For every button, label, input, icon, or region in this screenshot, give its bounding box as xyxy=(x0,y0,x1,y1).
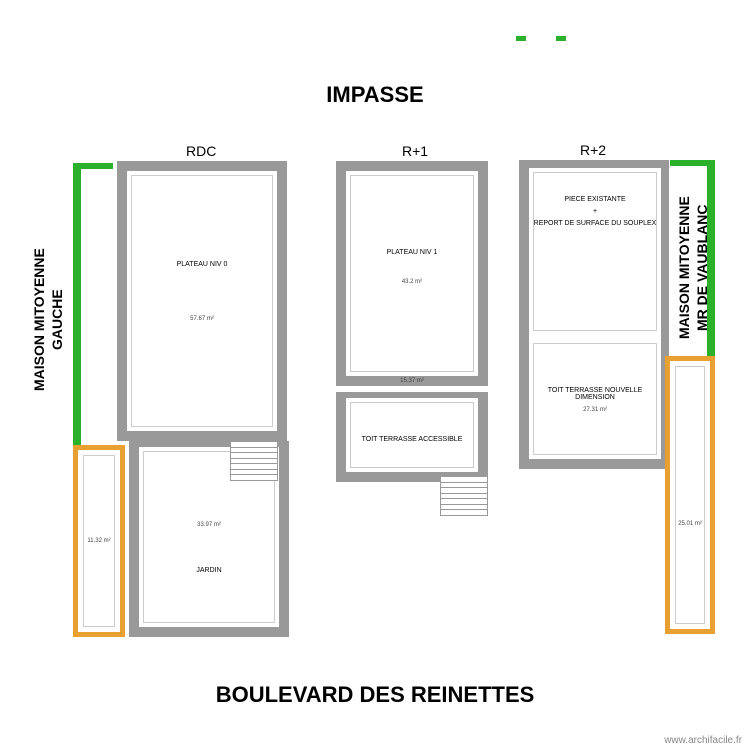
bar-green-right xyxy=(707,160,715,360)
label: TOIT TERRASSE NOUVELLE DIMENSION xyxy=(529,387,661,401)
side-right-text: MAISON MITOYENNE MR DE VAUBLANC xyxy=(676,197,710,340)
area: 25.01 m² xyxy=(670,521,710,527)
l3: REPORT DE SURFACE DU SOUPLEX xyxy=(529,220,661,227)
l2: + xyxy=(529,208,661,215)
l1: PIECE EXISTANTE xyxy=(529,196,661,203)
label: PLATEAU NIV 0 xyxy=(127,261,277,268)
col-rdc: RDC xyxy=(186,143,216,159)
accent-dot xyxy=(556,36,566,41)
plateau1-dim: 15.37 m² xyxy=(336,378,488,384)
bar-green-left xyxy=(73,163,81,447)
room-toit-nouv: TOIT TERRASSE NOUVELLE DIMENSION 27.31 m… xyxy=(519,335,669,469)
area: 27.31 m² xyxy=(529,407,661,413)
accent-dot xyxy=(516,36,526,41)
side-right: MAISON MITOYENNE MR DE VAUBLANC xyxy=(675,178,711,358)
inner xyxy=(350,175,474,372)
inner xyxy=(350,402,474,468)
room-piece-existante: PIECE EXISTANTE + REPORT DE SURFACE DU S… xyxy=(519,160,669,335)
watermark: www.archifacile.fr xyxy=(664,735,742,746)
stairs-rdc xyxy=(230,441,278,481)
area: 43.2 m² xyxy=(346,279,478,285)
area: 57.67 m² xyxy=(127,316,277,322)
label: PLATEAU NIV 1 xyxy=(346,249,478,256)
room-plateau1: PLATEAU NIV 1 43.2 m² xyxy=(336,161,488,386)
inner xyxy=(675,366,705,624)
room-plateau0: PLATEAU NIV 0 57.67 m² xyxy=(117,161,287,441)
bar-green-left-top xyxy=(73,163,113,169)
inner xyxy=(131,175,273,427)
col-r2: R+2 xyxy=(580,142,606,158)
label: JARDIN xyxy=(139,567,279,574)
col-r1: R+1 xyxy=(402,143,428,159)
area: 11.32 m² xyxy=(78,538,120,544)
label: TOIT TERRASSE ACCESSIBLE xyxy=(346,436,478,443)
bar-green-right-top xyxy=(670,160,715,166)
room-toit-accessible: TOIT TERRASSE ACCESSIBLE xyxy=(336,392,488,482)
title-bottom: BOULEVARD DES REINETTES xyxy=(0,682,750,708)
side-left-text: MAISON MITOYENNE GAUCHE xyxy=(31,249,65,392)
title-top: IMPASSE xyxy=(0,82,750,108)
room-orange-left: 11.32 m² xyxy=(73,445,125,637)
room-orange-right: 25.01 m² xyxy=(665,356,715,634)
stairs-r1 xyxy=(440,476,488,516)
side-left: MAISON MITOYENNE GAUCHE xyxy=(30,200,66,440)
area: 33.97 m² xyxy=(139,522,279,528)
